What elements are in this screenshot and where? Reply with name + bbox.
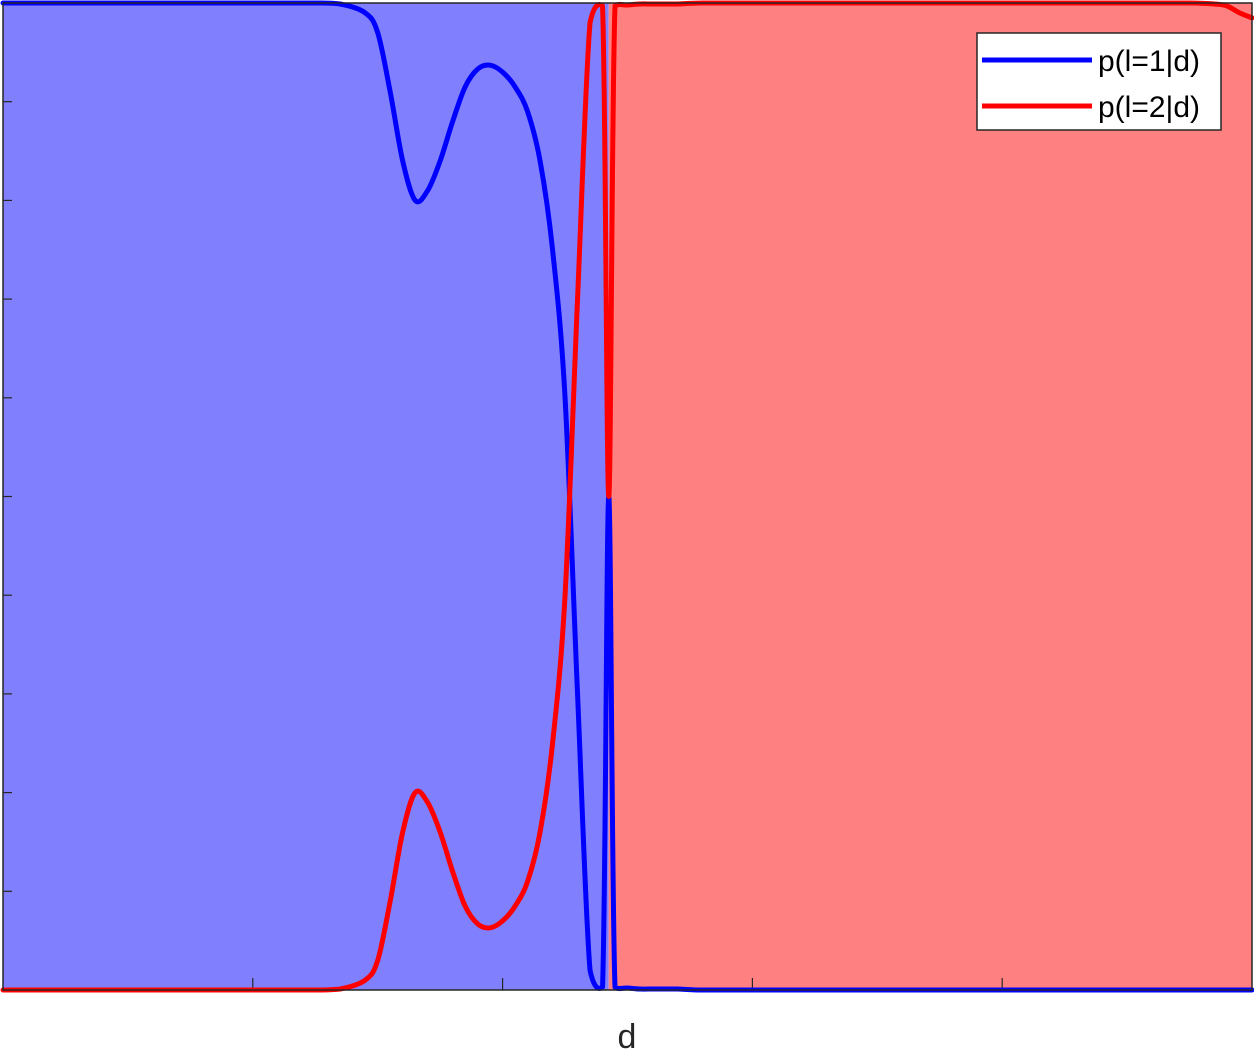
legend: p(l=1|d) p(l=2|d)	[976, 32, 1222, 131]
class-regions	[3, 3, 1252, 990]
class-region-1	[3, 3, 609, 990]
axes-frame	[2, 2, 1253, 991]
class-region-2	[608, 3, 1252, 990]
legend-box	[976, 32, 1222, 131]
x-axis-label: d	[618, 1018, 637, 1051]
legend-entry-p-l1: p(l=1|d)	[1098, 45, 1200, 78]
legend-entry-p-l2: p(l=2|d)	[1098, 91, 1200, 124]
